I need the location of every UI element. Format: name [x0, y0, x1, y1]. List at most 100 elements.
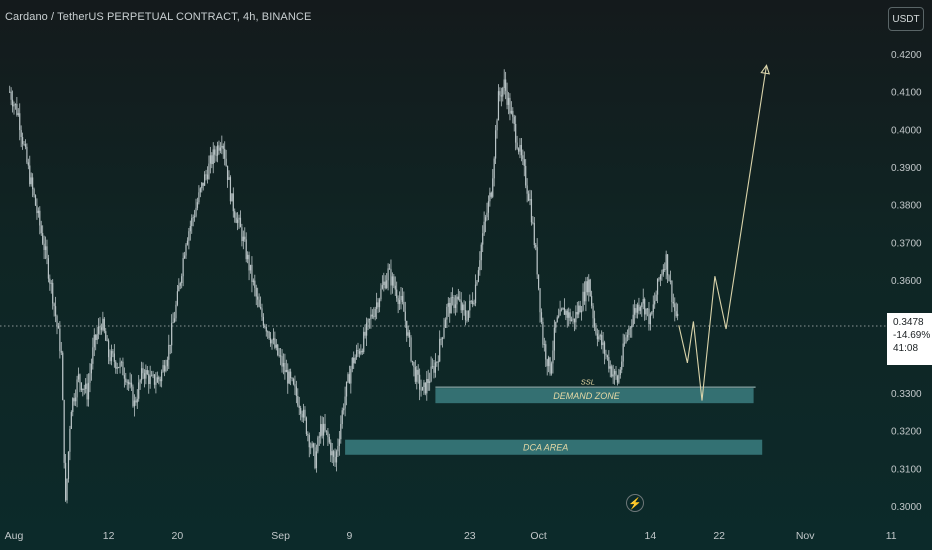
candle-body [222, 145, 224, 149]
candle-body [87, 382, 90, 400]
zone-box[interactable] [435, 388, 754, 404]
candle-body [173, 318, 176, 323]
candle-body [655, 294, 657, 301]
candle-body [105, 331, 107, 341]
candle-body [484, 217, 487, 222]
lightning-bolt-icon[interactable]: ⚡ [626, 494, 644, 512]
currency-button[interactable]: USDT [888, 7, 924, 31]
candle-body [579, 305, 581, 313]
candle-body [149, 375, 151, 385]
candle-body [366, 322, 368, 336]
candle-body [39, 210, 41, 226]
candle-body [249, 264, 252, 271]
candle-body [393, 276, 395, 286]
candle-body [664, 269, 666, 270]
candle-body [258, 299, 260, 307]
time-tick-label: 22 [713, 530, 725, 542]
candle-body [109, 357, 111, 362]
candle-body [24, 143, 27, 147]
candle-body [324, 423, 326, 431]
candle-body [626, 335, 629, 338]
candle-body [457, 296, 459, 300]
candle-body [527, 193, 530, 201]
candle-body [427, 379, 429, 383]
candle-body [526, 185, 528, 194]
candle-body [345, 381, 348, 397]
candle-body [377, 302, 379, 308]
candle-body [82, 388, 84, 391]
time-tick-label: Oct [530, 530, 546, 542]
candle-body [169, 344, 171, 346]
candle-body [32, 177, 34, 190]
candle-body [83, 388, 85, 390]
candle-body [271, 340, 273, 344]
candle-body [452, 296, 454, 298]
candle-body [85, 383, 87, 390]
candle-body [662, 269, 664, 275]
candle-body [244, 236, 246, 240]
candle-body [368, 319, 371, 320]
candle-body [553, 327, 555, 351]
candle-body [636, 304, 639, 313]
candle-body [646, 308, 649, 310]
candle-body [642, 299, 644, 304]
candle-body [269, 338, 272, 344]
candle-body [108, 340, 110, 358]
candle-body [232, 193, 234, 212]
candle-body [297, 395, 299, 406]
candle-body [602, 342, 604, 346]
candle-body [421, 387, 424, 391]
candle-body [576, 311, 578, 315]
price-tick-label: 0.3900 [891, 163, 922, 174]
candle-body [566, 310, 568, 318]
zone-label: DCA AREA [523, 443, 568, 453]
candle-body [605, 353, 607, 356]
candle-body [433, 366, 435, 373]
candle-body [89, 373, 91, 383]
price-axis[interactable]: 0.30000.31000.32000.33000.34000.35000.36… [891, 50, 922, 513]
candle-body [411, 360, 414, 362]
candle-body [480, 244, 482, 261]
candle-body [398, 299, 401, 304]
candle-body [603, 342, 606, 354]
candle-body [328, 436, 330, 443]
candle-body [374, 308, 376, 317]
candle-body [188, 231, 190, 241]
candle-body [199, 188, 201, 193]
time-axis[interactable]: Aug 12 20 Sep 9 23 Oct 14 22 Nov 11 [5, 530, 897, 542]
candle-body [463, 304, 465, 311]
price-tick-label: 0.4200 [891, 50, 922, 61]
price-tick-label: 0.3600 [891, 276, 922, 287]
candle-body [563, 307, 565, 315]
candle-body [361, 350, 363, 353]
candle-body [238, 217, 240, 220]
candle-body [189, 226, 191, 232]
candle-body [166, 359, 168, 367]
candle-body [347, 374, 349, 382]
candle-body [641, 303, 643, 308]
candle-body [401, 295, 404, 302]
candle-body [75, 397, 77, 402]
price-change-percent: -14.69% [893, 330, 931, 341]
candle-body [582, 291, 584, 311]
candle-body [53, 303, 55, 307]
candle-body [353, 358, 355, 364]
candle-body [407, 332, 409, 336]
candle-body [515, 123, 517, 143]
projection-arrow-head [760, 64, 771, 75]
zone-box[interactable] [345, 439, 763, 455]
candle-body [72, 398, 74, 412]
candle-body [397, 298, 399, 304]
candle-body [327, 431, 329, 437]
candle-body [214, 149, 216, 155]
candle-body [120, 361, 123, 363]
candle-body [533, 223, 535, 245]
candle-body [656, 278, 659, 295]
candle-body [22, 137, 24, 145]
candle-body [500, 95, 502, 97]
candle-body [416, 369, 418, 382]
candle-body [290, 371, 292, 379]
candle-body [90, 363, 92, 374]
candle-body [431, 366, 434, 367]
